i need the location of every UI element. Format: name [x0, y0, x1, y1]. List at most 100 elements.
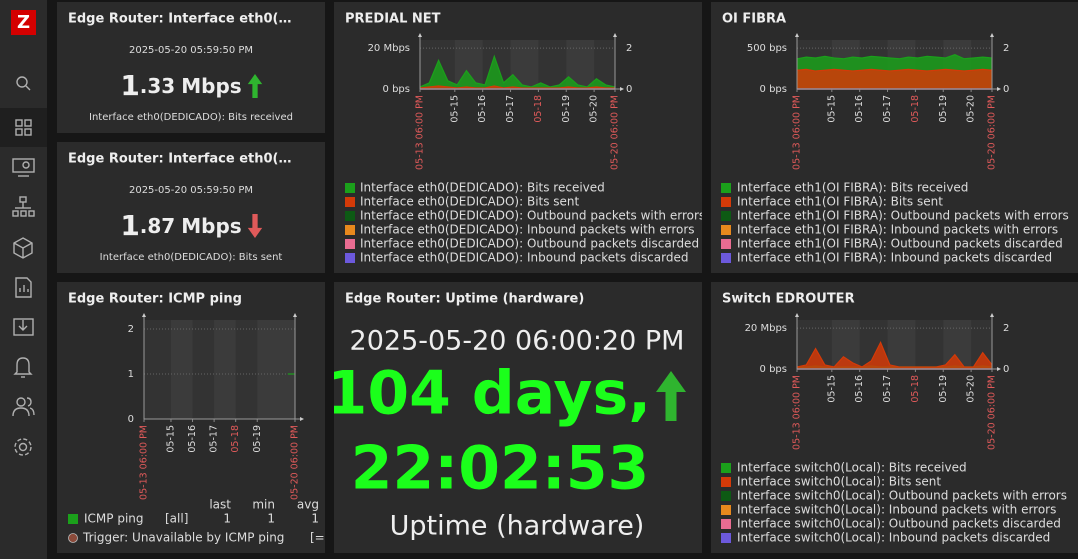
axis-arrow: [795, 33, 799, 37]
x-tick-label: 05-20 06:00 PM: [987, 95, 998, 170]
legend-swatch: [721, 253, 731, 263]
legend-swatch: [345, 239, 355, 249]
series-line: [796, 68, 993, 72]
day-band: [214, 320, 236, 419]
series-line: [796, 54, 993, 60]
trigger-icon: [68, 533, 78, 543]
legend-label: Interface switch0(Local): Inbound packet…: [737, 503, 1056, 517]
inventory-icon[interactable]: [12, 196, 35, 217]
axis-arrow: [990, 33, 994, 37]
x-tick-label: 05-18: [910, 95, 921, 123]
legend-swatch: [721, 225, 731, 235]
axis-arrow: [997, 367, 1001, 371]
area-fill: [420, 56, 615, 89]
y2-tick-label: 2: [1003, 43, 1009, 54]
y2-tick-label: 2: [626, 43, 632, 54]
x-tick-label: 05-19: [938, 375, 949, 403]
axis-arrow: [997, 87, 1001, 91]
y-tick-label: 0 bps: [383, 84, 410, 95]
legend-label: Interface eth0(DEDICADO): Bits received: [360, 181, 605, 195]
legend-swatch: [68, 514, 78, 524]
x-tick-label: 05-16: [477, 95, 488, 123]
axis-arrow: [418, 33, 422, 37]
legend-swatch: [721, 519, 731, 529]
legend-label: Interface eth1(OI FIBRA): Bits sent: [737, 195, 943, 209]
active-item[interactable]: [0, 108, 47, 147]
legend-label: Interface eth1(OI FIBRA): Outbound packe…: [737, 209, 1069, 223]
widget: Switch EDROUTER 0 bps 20 Mbps 0 2 05-13 06:00…: [711, 282, 1078, 553]
y2-tick-label: 0: [1003, 364, 1009, 375]
legend-label: Interface eth0(DEDICADO): Outbound packe…: [360, 209, 705, 223]
widget-title: PREDIAL NET: [345, 12, 441, 27]
monitoring-icon[interactable]: [12, 158, 35, 177]
y-tick-label: 0 bps: [760, 364, 787, 375]
axis-arrow: [613, 33, 617, 37]
legend-label: Interface eth0(DEDICADO): Inbound packet…: [360, 223, 695, 237]
y-tick-label: 2: [128, 324, 134, 335]
x-tick-label: 05-15: [826, 95, 837, 123]
widget-bg: [334, 282, 702, 553]
legend-label: Interface eth1(OI FIBRA): Inbound packet…: [737, 223, 1058, 237]
data-collection-icon[interactable]: [13, 318, 34, 336]
alerts-icon[interactable]: [13, 357, 33, 378]
widget-bg: [57, 142, 325, 273]
uptime-description: Uptime (hardware): [390, 511, 645, 542]
x-tick-label: 05-20 06:00 PM: [987, 375, 998, 450]
x-tick-label: 05-17: [505, 95, 516, 123]
x-tick-label: 05-17: [882, 375, 893, 403]
x-tick-label: 05-17: [209, 425, 220, 453]
x-tick-label: 05-18: [533, 95, 544, 123]
users-icon[interactable]: [12, 397, 35, 417]
trigger-cond: [=: [310, 531, 325, 545]
trend-arrow: [247, 214, 263, 238]
day-band: [170, 320, 193, 419]
y-tick-label: 20 Mbps: [745, 323, 787, 334]
value-frac: .87: [140, 214, 175, 238]
x-tick-label: 05-18: [230, 425, 241, 453]
legend-swatch: [721, 239, 731, 249]
legend-label: Interface eth1(OI FIBRA): Bits received: [737, 181, 968, 195]
legend-swatch: [721, 505, 731, 515]
x-tick-label: 05-20: [966, 375, 977, 403]
widget-title: Edge Router: Uptime (hardware): [345, 292, 584, 307]
description: Interface eth0(DEDICADO): Bits sent: [100, 252, 283, 263]
legend-swatch: [721, 183, 731, 193]
dashboards-icon[interactable]: [15, 119, 32, 136]
legend-label: Interface switch0(Local): Outbound packe…: [737, 489, 1067, 503]
legend-label: Interface switch0(Local): Bits received: [737, 461, 967, 475]
timestamp: 2025-05-20 05:59:50 PM: [129, 45, 253, 56]
reports-icon[interactable]: [15, 277, 32, 298]
legend-label: Interface switch0(Local): Bits sent: [737, 475, 941, 489]
value-frac: .33: [140, 74, 175, 98]
widget-title: OI FIBRA: [722, 12, 786, 27]
legend-swatch: [721, 197, 731, 207]
legend-cell: 1: [311, 512, 319, 526]
y-tick-label: 500 bps: [747, 43, 787, 54]
uptime-clock: 22:02:53: [351, 434, 649, 504]
trend-arrow: [247, 74, 263, 98]
settings-icon[interactable]: [14, 438, 32, 456]
value-int: 1: [120, 209, 139, 242]
logo[interactable]: Z: [17, 12, 30, 33]
search-icon[interactable]: [16, 76, 31, 91]
legend-swatch: [721, 477, 731, 487]
legend-swatch: [345, 225, 355, 235]
series-line: [419, 85, 615, 89]
value: 1.87 Mbps: [120, 209, 241, 242]
x-tick-label: 05-15: [826, 375, 837, 403]
widget: Edge Router: Interface eth0(… 2025-05-20 …: [57, 142, 325, 273]
services-icon[interactable]: [13, 237, 33, 259]
value-int: 1: [120, 69, 139, 102]
x-tick-label: 05-20: [589, 95, 600, 123]
x-tick-label: 05-13 06:00 PM: [792, 375, 803, 450]
widget-title: Switch EDROUTER: [722, 292, 855, 307]
x-tick-label: 05-17: [882, 95, 893, 123]
y2-tick-label: 0: [626, 84, 632, 95]
description: Interface eth0(DEDICADO): Bits received: [89, 112, 293, 123]
x-tick-label: 05-15: [449, 95, 460, 123]
logo-bg[interactable]: [11, 10, 36, 35]
legend-swatch: [345, 183, 355, 193]
legend-header: last: [209, 498, 231, 512]
